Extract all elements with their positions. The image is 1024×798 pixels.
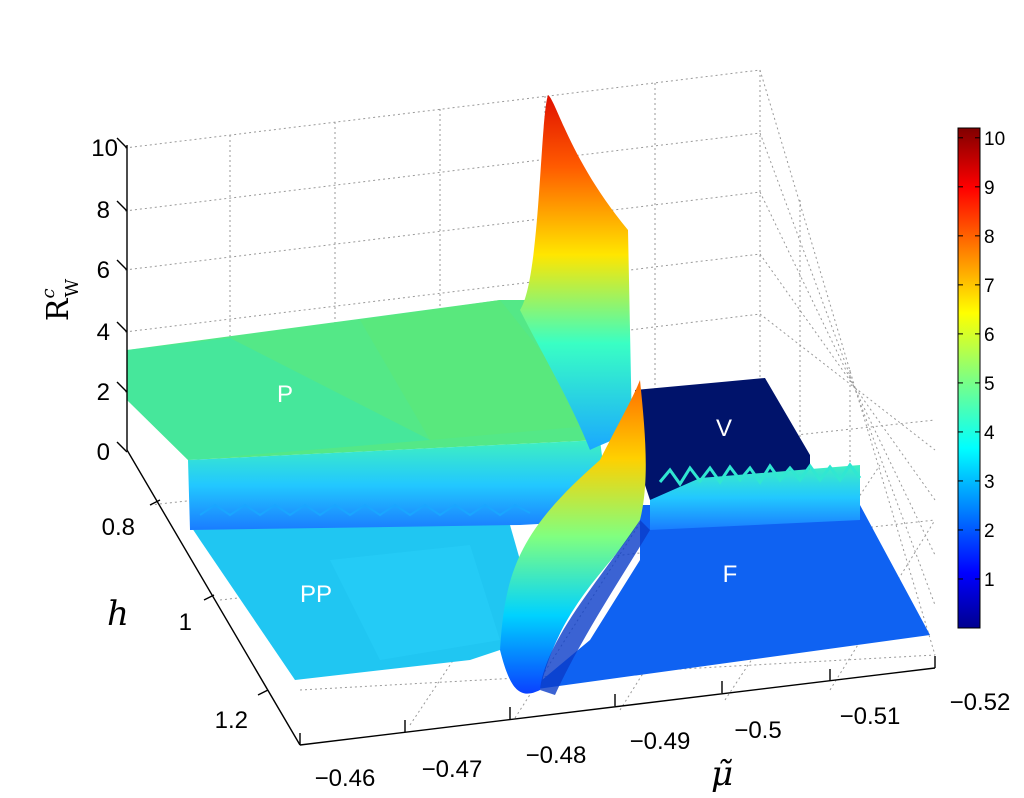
y-tick-label: 1.2 bbox=[215, 707, 248, 734]
colorbar-tick-label: 9 bbox=[984, 178, 995, 199]
colorbar-tick-label: 2 bbox=[984, 521, 995, 542]
z-tick-labels: 0 2 4 6 8 10 bbox=[91, 135, 118, 466]
region-label-pp: PP bbox=[300, 581, 332, 608]
colorbar-tick-label: 10 bbox=[984, 129, 1005, 150]
z-axis-label-sub: W bbox=[62, 278, 83, 297]
y-tick-label: 1 bbox=[179, 609, 192, 636]
y-axis-label: h bbox=[107, 594, 129, 634]
y-tick-label: 0.8 bbox=[102, 514, 135, 541]
colorbar-tick-label: 8 bbox=[984, 227, 995, 248]
f-region bbox=[530, 505, 930, 690]
z-axis-label-sup: c bbox=[38, 288, 59, 298]
z-axis-label: Rc W bbox=[38, 278, 83, 321]
svg-text:RcW: Rc W bbox=[38, 278, 83, 321]
colorbar-tick-label: 6 bbox=[984, 325, 995, 346]
x-tick-label: −0.52 bbox=[950, 689, 1011, 716]
region-label-v: V bbox=[716, 415, 732, 442]
z-tick-label: 4 bbox=[97, 319, 110, 346]
colorbar-tick-label: 4 bbox=[984, 423, 995, 444]
colorbar-tick-label: 3 bbox=[984, 472, 995, 493]
colorbar-tick-label: 7 bbox=[984, 276, 995, 297]
axes bbox=[116, 137, 936, 746]
z-axis-label-main: R bbox=[41, 297, 76, 321]
x-axis-label: μ̃ bbox=[711, 754, 733, 794]
z-tick-label: 6 bbox=[97, 257, 110, 284]
colorbar-tick-label: 1 bbox=[984, 570, 995, 591]
surface-mesh bbox=[127, 95, 930, 695]
y-tick-labels: 0.8 1 1.2 bbox=[102, 514, 248, 734]
x-tick-label: −0.51 bbox=[840, 703, 901, 730]
z-tick-label: 8 bbox=[97, 197, 110, 224]
z-tick-label: 0 bbox=[97, 439, 110, 466]
x-tick-label: −0.49 bbox=[630, 728, 691, 755]
x-tick-labels: −0.46 −0.47 −0.48 −0.49 −0.5 −0.51 −0.52 bbox=[315, 689, 1011, 792]
x-tick-label: −0.47 bbox=[422, 756, 483, 783]
region-label-p: P bbox=[277, 381, 293, 408]
x-tick-label: −0.48 bbox=[526, 742, 587, 769]
z-tick-label: 10 bbox=[91, 135, 118, 162]
colorbar: 1 2 3 4 5 6 7 8 9 10 bbox=[957, 127, 1005, 629]
colorbar-gradient bbox=[957, 127, 981, 629]
colorbar-tick-label: 5 bbox=[984, 374, 995, 395]
x-tick-label: −0.46 bbox=[315, 765, 376, 792]
x-tick-label: −0.5 bbox=[734, 717, 781, 744]
z-tick-label: 2 bbox=[97, 379, 110, 406]
region-label-f: F bbox=[723, 561, 738, 588]
